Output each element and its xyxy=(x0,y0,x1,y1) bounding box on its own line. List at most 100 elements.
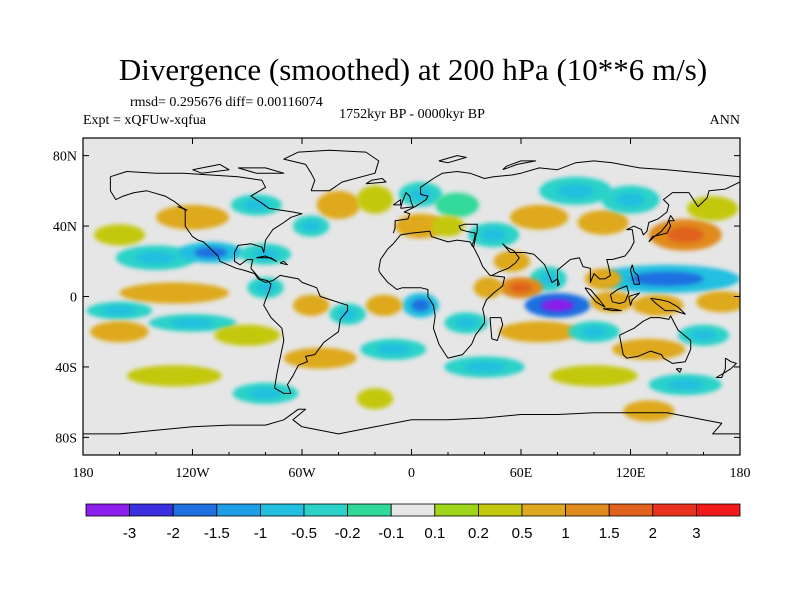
field-anomaly-core-53 xyxy=(635,405,662,417)
y-tick-label-3: 40S xyxy=(55,361,77,376)
coastline-9 xyxy=(584,287,606,308)
x-axis-ticks: 180 120W 60W 0 60E 120E 180 xyxy=(73,138,751,481)
colorbar-label-5: -0.2 xyxy=(335,525,361,542)
colorbar-label-1: -2 xyxy=(167,525,180,542)
colorbar-swatch-9 xyxy=(477,503,523,517)
field-anomaly-core-39 xyxy=(256,282,275,293)
coastline-4 xyxy=(458,223,478,248)
field-anomaly-core-11 xyxy=(407,219,434,233)
colorbar-swatch-13 xyxy=(652,503,697,517)
field-anomaly-core-21 xyxy=(630,271,704,286)
chart-title: Divergence (smoothed) at 200 hPa (10**6 … xyxy=(119,52,707,87)
y-tick-label-1: 40N xyxy=(53,220,77,235)
field-anomaly-core-40 xyxy=(146,287,202,299)
colorbar-swatch-7 xyxy=(390,503,436,517)
field-anomaly-core-31 xyxy=(581,326,607,338)
field-anomaly-48 xyxy=(550,365,638,387)
coastline-21 xyxy=(177,206,188,211)
field-anomaly-core-30 xyxy=(519,326,560,338)
colorbar-label-6: -0.1 xyxy=(378,525,404,542)
colorbar-swatch-3 xyxy=(216,503,261,517)
coastline-25 xyxy=(237,167,285,174)
field-anomaly-core-33 xyxy=(690,329,717,341)
field-anomaly-core-36 xyxy=(375,300,394,311)
field-anomaly-core-32 xyxy=(630,344,667,355)
coastline-13 xyxy=(650,297,686,315)
field-anomaly-52 xyxy=(356,388,394,410)
colorbar-label-3: -1 xyxy=(254,525,267,542)
coastline-3 xyxy=(392,160,740,234)
colorbar-label-11: 1.5 xyxy=(599,525,620,542)
field-anomaly-core-49 xyxy=(667,379,704,390)
field-anomaly-8 xyxy=(356,185,394,214)
coastline-19 xyxy=(557,278,560,287)
field-anomaly-20 xyxy=(687,196,739,221)
field-anomaly-core-26 xyxy=(541,299,574,312)
field-anomaly-3 xyxy=(93,224,146,246)
colorbar-swatch-6 xyxy=(347,503,392,517)
field-anomaly-50 xyxy=(126,365,222,387)
coastlines xyxy=(83,149,740,435)
season-label: ANN xyxy=(710,113,740,128)
coastline-12 xyxy=(628,292,641,306)
coastline-18 xyxy=(489,317,504,341)
field-anomaly-core-1 xyxy=(194,247,228,258)
period-label: 1752kyr BP - 0000kyr BP xyxy=(339,107,485,122)
field-anomaly-core-19 xyxy=(667,226,704,243)
colorbar-swatch-12 xyxy=(608,503,654,517)
stats-label: rmsd= 0.295676 diff= 0.00116074 xyxy=(130,95,323,110)
field-anomaly-core-13 xyxy=(480,228,507,242)
coastline-10 xyxy=(603,308,622,312)
coastline-1 xyxy=(283,149,380,192)
coastline-22 xyxy=(256,255,277,262)
field-anomaly-core-16 xyxy=(557,183,594,198)
field-anomaly-core-5 xyxy=(243,199,270,211)
field-anomaly-core-35 xyxy=(411,299,430,312)
coastline-15 xyxy=(619,315,692,364)
colorbar-label-8: 0.2 xyxy=(468,525,489,542)
coastline-24 xyxy=(365,178,387,185)
field-anomaly-core-42 xyxy=(104,326,135,338)
field-anomaly-core-41 xyxy=(103,306,136,315)
coastline-5 xyxy=(491,181,740,283)
field-anomaly-core-0 xyxy=(135,251,177,264)
field-anomaly-core-38 xyxy=(302,300,321,311)
coastline-27 xyxy=(438,155,467,164)
field-anomaly-core-15 xyxy=(524,211,554,224)
field-anomaly-12 xyxy=(431,215,465,237)
field-anomaly-core-51 xyxy=(249,388,282,399)
coastline-2 xyxy=(378,230,506,359)
field-anomaly-core-14 xyxy=(502,255,521,267)
field-anomaly-core-47 xyxy=(464,361,505,373)
colorbar-swatch-14 xyxy=(696,503,741,517)
colorbar-swatch-11 xyxy=(565,503,610,517)
colorbar-label-7: 0.1 xyxy=(424,525,445,542)
colorbar-label-4: -0.5 xyxy=(291,525,317,542)
colorbar-swatch-2 xyxy=(172,503,218,517)
field-anomaly-core-7 xyxy=(327,197,350,212)
field-anomaly-core-34 xyxy=(455,317,478,329)
colorbar-label-0: -3 xyxy=(123,525,136,542)
coastline-28 xyxy=(502,160,537,171)
y-tick-label-4: 80S xyxy=(55,431,77,446)
field-anomaly-core-4 xyxy=(174,211,211,224)
colorbar-label-13: 3 xyxy=(692,525,700,542)
coastline-7 xyxy=(393,199,402,206)
coastline-23 xyxy=(279,260,288,266)
y-axis-ticks: 80N 40N 0 40S 80S xyxy=(53,150,740,446)
colorbar-swatch-8 xyxy=(434,503,479,517)
coastline-17 xyxy=(715,357,737,378)
experiment-label: Expt = xQFUw-xqfua xyxy=(83,113,207,128)
field-anomaly-core-29 xyxy=(708,296,735,308)
x-tick-label-3: 0 xyxy=(408,466,415,481)
colorbar-swatch-0 xyxy=(85,503,130,517)
x-tick-label-4: 60E xyxy=(510,466,533,481)
field-anomaly-core-6 xyxy=(302,220,321,232)
x-tick-label-6: 180 xyxy=(730,466,751,481)
colorbar: -3 -2 -1.5 -1 -0.5 -0.2 -0.1 0.1 0.2 0.5 1 1.5 2 3 xyxy=(85,503,741,542)
coastline-14 xyxy=(630,264,641,285)
field-anomaly-core-25 xyxy=(480,282,496,293)
x-tick-label-1: 120W xyxy=(175,466,210,481)
divergence-field xyxy=(86,176,740,422)
